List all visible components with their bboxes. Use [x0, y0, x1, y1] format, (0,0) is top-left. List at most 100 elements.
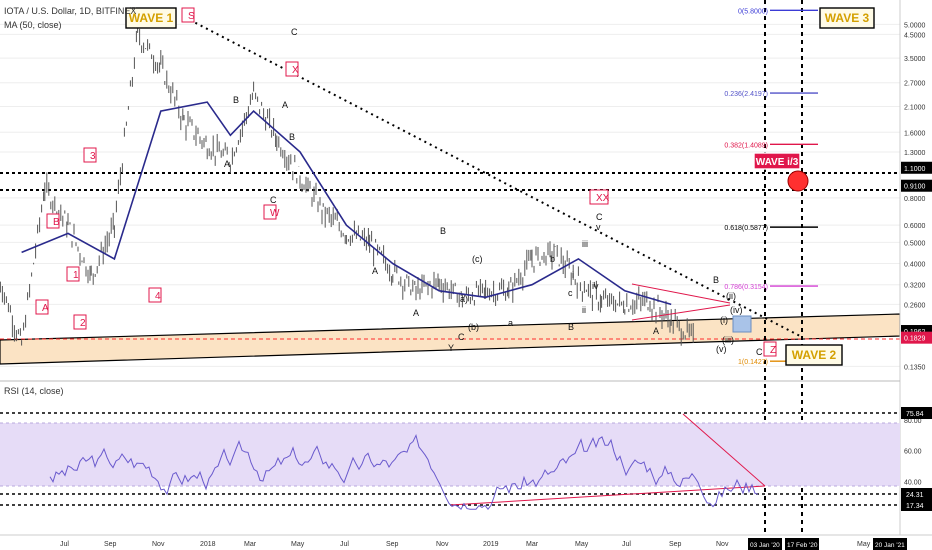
black-wave-label: B — [233, 95, 239, 105]
x-tick-label: Jul — [622, 541, 631, 548]
svg-text:S: S — [188, 11, 195, 22]
svg-text:0.382(1.4089): 0.382(1.4089) — [724, 142, 768, 149]
black-wave-label: c — [568, 288, 573, 298]
y-axis: 5.0000 4.5000 3.5000 2.7000 2.1000 1.6000 1.30… — [901, 22, 932, 371]
black-wave-label: Y — [448, 343, 454, 353]
wave-box: WAVE 1 — [125, 7, 177, 29]
x-tick-label: May — [857, 541, 871, 548]
y-tick-label: 2.7000 — [904, 81, 926, 88]
black-wave-label: B — [568, 322, 574, 332]
svg-text:WAVE 1: WAVE 1 — [129, 11, 174, 25]
x-tick-label: Nov — [436, 541, 449, 548]
y-tick-label: 0.5000 — [904, 240, 926, 247]
y-tick-label: 1.6000 — [904, 130, 926, 137]
black-wave-label: B — [713, 275, 719, 285]
y-tick-label: 0.4000 — [904, 262, 926, 269]
x-tick-label: Mar — [244, 541, 257, 548]
y-tick-label: 0.1350 — [904, 364, 926, 371]
fib-level: 0.786(0.3154) — [724, 284, 818, 291]
svg-text:Z: Z — [770, 345, 776, 356]
black-wave-label: ii — [582, 305, 586, 315]
red-wave-label: Z — [763, 341, 777, 357]
black-wave-label: A — [282, 100, 288, 110]
black-wave-label: (b) — [468, 322, 479, 332]
black-wave-label: C — [291, 27, 298, 37]
x-tick-label: Sep — [104, 541, 117, 548]
red-wave-label: A — [35, 299, 49, 315]
fib-level: 0.382(1.4089) — [724, 142, 818, 149]
black-wave-label: iii — [582, 239, 588, 249]
black-wave-label: C — [270, 195, 277, 205]
price-badge: 0.1829 — [901, 331, 932, 344]
x-tick-label: Nov — [152, 541, 165, 548]
black-wave-label: a) — [460, 294, 468, 304]
rsi-badge: 75.84 — [901, 407, 932, 419]
svg-text:1: 1 — [73, 270, 79, 281]
price-badge: 1.1000 — [901, 161, 932, 174]
x-tick-label: May — [575, 541, 589, 548]
black-wave-label: (c) — [472, 254, 483, 264]
chart-title: IOTA / U.S. Dollar, 1D, BITFINEX — [4, 6, 137, 16]
y-tick-label: 1.3000 — [904, 150, 926, 157]
svg-text:WAVE 3: WAVE 3 — [825, 11, 870, 25]
svg-text:24.31: 24.31 — [906, 492, 924, 499]
svg-text:17 Feb '20: 17 Feb '20 — [787, 542, 818, 549]
triangle-lower — [631, 304, 731, 321]
date-badge: 17 Feb '20 — [785, 538, 819, 550]
x-tick-label: 2019 — [483, 541, 499, 548]
svg-text:0.618(0.5877): 0.618(0.5877) — [724, 225, 768, 232]
rsi-line — [49, 433, 759, 511]
y-tick-label: 0.6000 — [904, 223, 926, 230]
svg-text:B: B — [53, 217, 60, 228]
x-tick-label: Jul — [340, 541, 349, 548]
y-tick-label: 4.5000 — [904, 32, 926, 39]
date-badge: 03 Jan '20 — [748, 538, 782, 550]
red-wave-label: XX — [589, 189, 610, 205]
target-circle — [787, 170, 809, 192]
red-wave-label: 4 — [148, 287, 162, 303]
svg-text:0(5.8000): 0(5.8000) — [738, 8, 768, 15]
black-wave-label: (iii) — [722, 335, 734, 345]
svg-text:0.1829: 0.1829 — [904, 336, 926, 343]
black-wave-label: A — [372, 266, 378, 276]
black-wave-label: b — [550, 254, 555, 264]
black-wave-label: (ii) — [726, 291, 736, 301]
red-wave-label: 3 — [83, 147, 97, 163]
black-wave-label: v — [596, 222, 601, 232]
x-tick-label: 2018 — [200, 541, 216, 548]
ma-legend: MA (50, close) — [4, 20, 62, 30]
black-wave-label: A — [413, 308, 419, 318]
svg-text:A: A — [42, 303, 49, 314]
rsi-badge: 17.34 — [901, 499, 932, 511]
x-tick-label: Jul — [60, 541, 69, 548]
svg-text:2: 2 — [80, 318, 86, 329]
svg-text:3: 3 — [90, 151, 96, 162]
wave-labels: WAVE 1 WAVE 3 WAVE 2 WAVE i/3 S X 3 B 1 A 2 4 W XX Z A B… — [35, 7, 875, 366]
y-tick-label: 5.0000 — [904, 22, 926, 29]
fib-level: 0.236(2.4197) — [724, 91, 818, 98]
x-tick-label: May — [291, 541, 305, 548]
triangle-upper — [631, 283, 731, 304]
svg-text:WAVE i/3: WAVE i/3 — [756, 157, 799, 168]
svg-text:4: 4 — [155, 291, 161, 302]
black-wave-label: C — [756, 347, 763, 357]
black-wave-label: A — [224, 159, 230, 169]
black-wave-label: A — [653, 326, 659, 336]
fib-level: 0(5.8000) — [738, 8, 818, 15]
red-wave-label: 2 — [73, 314, 87, 330]
y-tick-label: 0.8000 — [904, 196, 926, 203]
rsi-legend: RSI (14, close) — [4, 386, 64, 396]
projection-box — [732, 315, 752, 333]
x-axis: Jul Sep Nov 2018 Mar May Jul Sep Nov 2019 Mar May Ju… — [60, 538, 907, 550]
black-wave-label: (v) — [716, 344, 727, 354]
red-wave-label: W — [263, 204, 280, 220]
black-wave-label: C — [458, 332, 465, 342]
svg-text:1.1000: 1.1000 — [904, 166, 926, 173]
svg-text:0.786(0.3154): 0.786(0.3154) — [724, 284, 768, 291]
wave-box: WAVE 3 — [819, 7, 875, 29]
rsi-band — [0, 423, 900, 486]
x-tick-label: Mar — [526, 541, 539, 548]
y-tick-label: 2.1000 — [904, 105, 926, 112]
wave-box: WAVE i/3 — [753, 152, 801, 170]
